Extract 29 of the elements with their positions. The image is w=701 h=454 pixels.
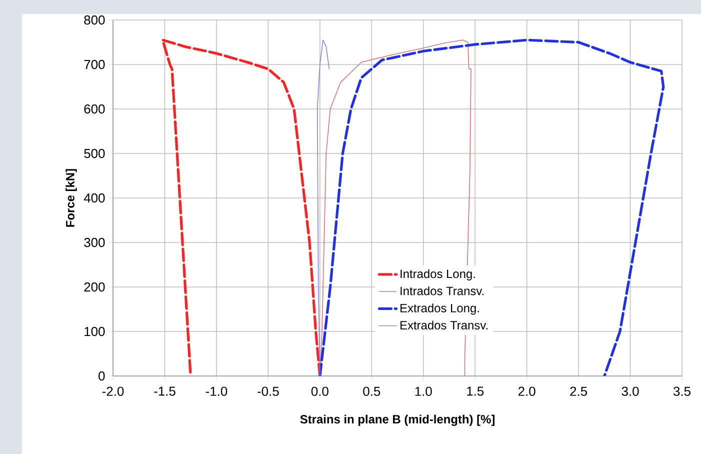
line-series (316, 40, 330, 376)
y-tick-label: 0 (98, 371, 105, 381)
x-tick-label: 1.5 (467, 386, 484, 396)
x-tick-label: 3.5 (674, 386, 690, 396)
x-tick-label: 2.0 (518, 386, 536, 396)
y-tick-label: 700 (84, 60, 105, 70)
y-tick-label: 200 (84, 282, 105, 292)
x-tick-label: -1.5 (154, 386, 176, 396)
legend-label: Extrados Long. (400, 304, 479, 315)
x-tick-label: 1.0 (415, 386, 432, 396)
y-tick-label: 600 (84, 104, 105, 114)
y-tick-label: 800 (84, 15, 105, 25)
y-tick-label: 100 (84, 326, 105, 336)
legend-label: Intrados Transv. (400, 286, 484, 296)
line-series (318, 38, 665, 376)
x-axis-title: Strains in plane B (mid-length) [%] (300, 414, 494, 426)
x-tick-label: 3.0 (622, 386, 639, 396)
y-axis-title: Force [kN] (66, 169, 77, 227)
x-tick-label: -0.5 (258, 386, 279, 396)
x-tick-label: -1.0 (206, 386, 228, 396)
x-tick-label: -2.0 (102, 386, 124, 396)
legend-label: Extrados Transv. (400, 320, 488, 330)
legend-label: Intrados Long. (400, 269, 475, 280)
x-tick-label: 0.5 (363, 386, 380, 396)
y-tick-label: 300 (84, 238, 105, 248)
y-tick-label: 500 (84, 148, 105, 158)
x-tick-label: 2.5 (570, 386, 588, 396)
y-tick-label: 400 (84, 193, 105, 203)
x-tick-label: 0.0 (311, 386, 328, 396)
